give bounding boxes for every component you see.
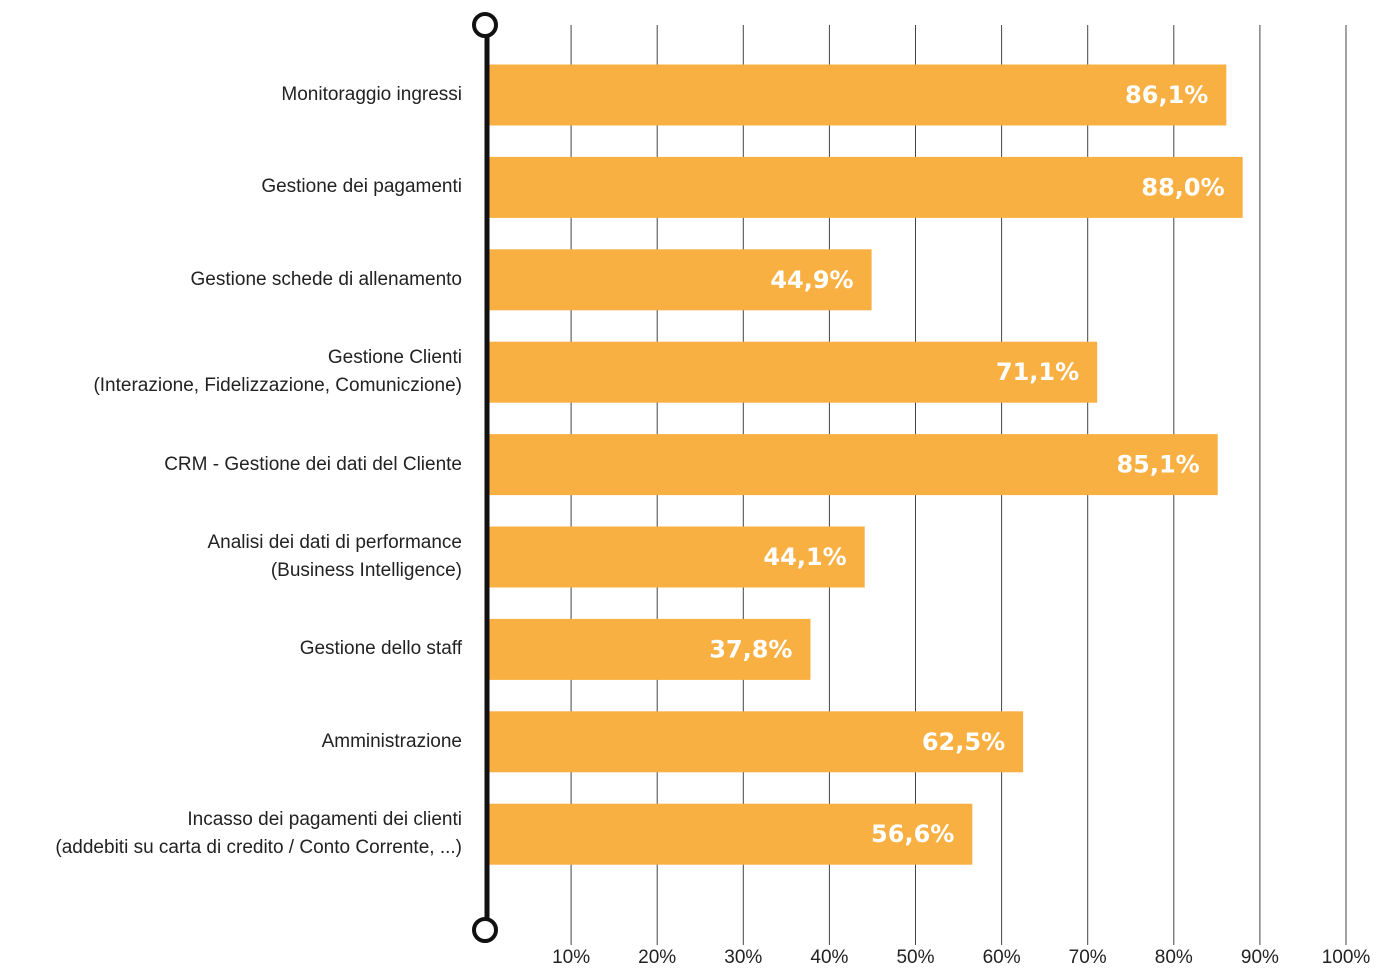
value-label: 88,0% [1141, 173, 1224, 201]
x-tick-label: 70% [1069, 947, 1107, 968]
category-label: Analisi dei dati di performance (Busines… [207, 532, 462, 581]
bar [485, 526, 865, 588]
x-tick-label: 80% [1155, 947, 1193, 968]
value-label: 86,1% [1125, 81, 1208, 109]
x-tick-label: 100% [1322, 947, 1371, 968]
category-label: Gestione dei pagamenti [261, 176, 462, 198]
bar [485, 249, 872, 311]
bar [485, 618, 811, 680]
x-tick-label: 30% [724, 947, 762, 968]
x-tick-label: 40% [810, 947, 848, 968]
category-label: CRM - Gestione dei dati del Cliente [164, 453, 462, 475]
axis-cap [472, 12, 498, 38]
x-tick-label: 60% [983, 947, 1021, 968]
bar [485, 341, 1098, 403]
value-label: 44,9% [770, 266, 853, 294]
bar [485, 434, 1218, 496]
category-label: Amministrazione [321, 730, 462, 752]
x-tick-label: 90% [1241, 947, 1279, 968]
value-label: 37,8% [709, 635, 792, 663]
category-label: Gestione schede di allenamento [190, 268, 462, 290]
x-tick-label: 50% [896, 947, 934, 968]
bar [485, 711, 1024, 773]
bar [485, 64, 1227, 126]
value-label: 71,1% [996, 358, 1079, 386]
category-label: Gestione Clienti (Interazione, Fidelizza… [93, 347, 462, 397]
value-label: 85,1% [1116, 451, 1199, 479]
category-label: Monitoraggio ingressi [281, 84, 462, 105]
x-tick-label: 20% [638, 947, 676, 968]
value-label: 62,5% [922, 728, 1005, 756]
category-label: Gestione dello staff [299, 638, 462, 660]
bar [485, 803, 973, 865]
value-label: 56,6% [871, 820, 954, 848]
value-label: 44,1% [763, 543, 846, 571]
axis-cap [472, 917, 498, 943]
category-label: Incasso dei pagamenti dei clienti (addeb… [55, 809, 462, 859]
x-tick-label: 10% [552, 947, 590, 968]
bar [485, 156, 1243, 218]
